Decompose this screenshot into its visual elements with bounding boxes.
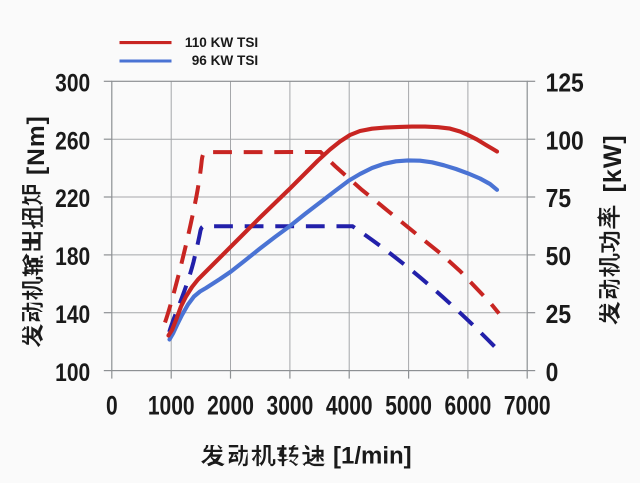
svg-text:220: 220 bbox=[55, 184, 90, 212]
svg-text:[kW]: [kW] bbox=[599, 134, 627, 192]
svg-text:75: 75 bbox=[546, 185, 571, 214]
svg-text:125: 125 bbox=[546, 69, 584, 98]
svg-text:5000: 5000 bbox=[385, 391, 432, 421]
svg-text:96 KW TSI: 96 KW TSI bbox=[192, 53, 258, 68]
svg-text:0: 0 bbox=[546, 359, 559, 388]
svg-text:140: 140 bbox=[55, 300, 90, 328]
svg-text:180: 180 bbox=[55, 242, 90, 270]
svg-text:100: 100 bbox=[546, 127, 584, 156]
svg-text:[Nm]: [Nm] bbox=[23, 115, 50, 175]
svg-text:1000: 1000 bbox=[148, 391, 195, 421]
svg-text:2000: 2000 bbox=[207, 391, 254, 421]
svg-text:260: 260 bbox=[55, 127, 90, 155]
svg-text:[1/min]: [1/min] bbox=[333, 442, 412, 469]
svg-text:100: 100 bbox=[55, 358, 90, 386]
svg-text:0: 0 bbox=[106, 391, 118, 421]
svg-text:3000: 3000 bbox=[267, 391, 314, 421]
svg-text:6000: 6000 bbox=[445, 391, 492, 421]
svg-text:25: 25 bbox=[546, 301, 571, 330]
svg-text:7000: 7000 bbox=[504, 391, 551, 421]
svg-text:50: 50 bbox=[546, 243, 571, 272]
svg-text:300: 300 bbox=[55, 69, 90, 97]
svg-text:4000: 4000 bbox=[326, 391, 373, 421]
svg-text:110 KW TSI: 110 KW TSI bbox=[185, 35, 258, 50]
